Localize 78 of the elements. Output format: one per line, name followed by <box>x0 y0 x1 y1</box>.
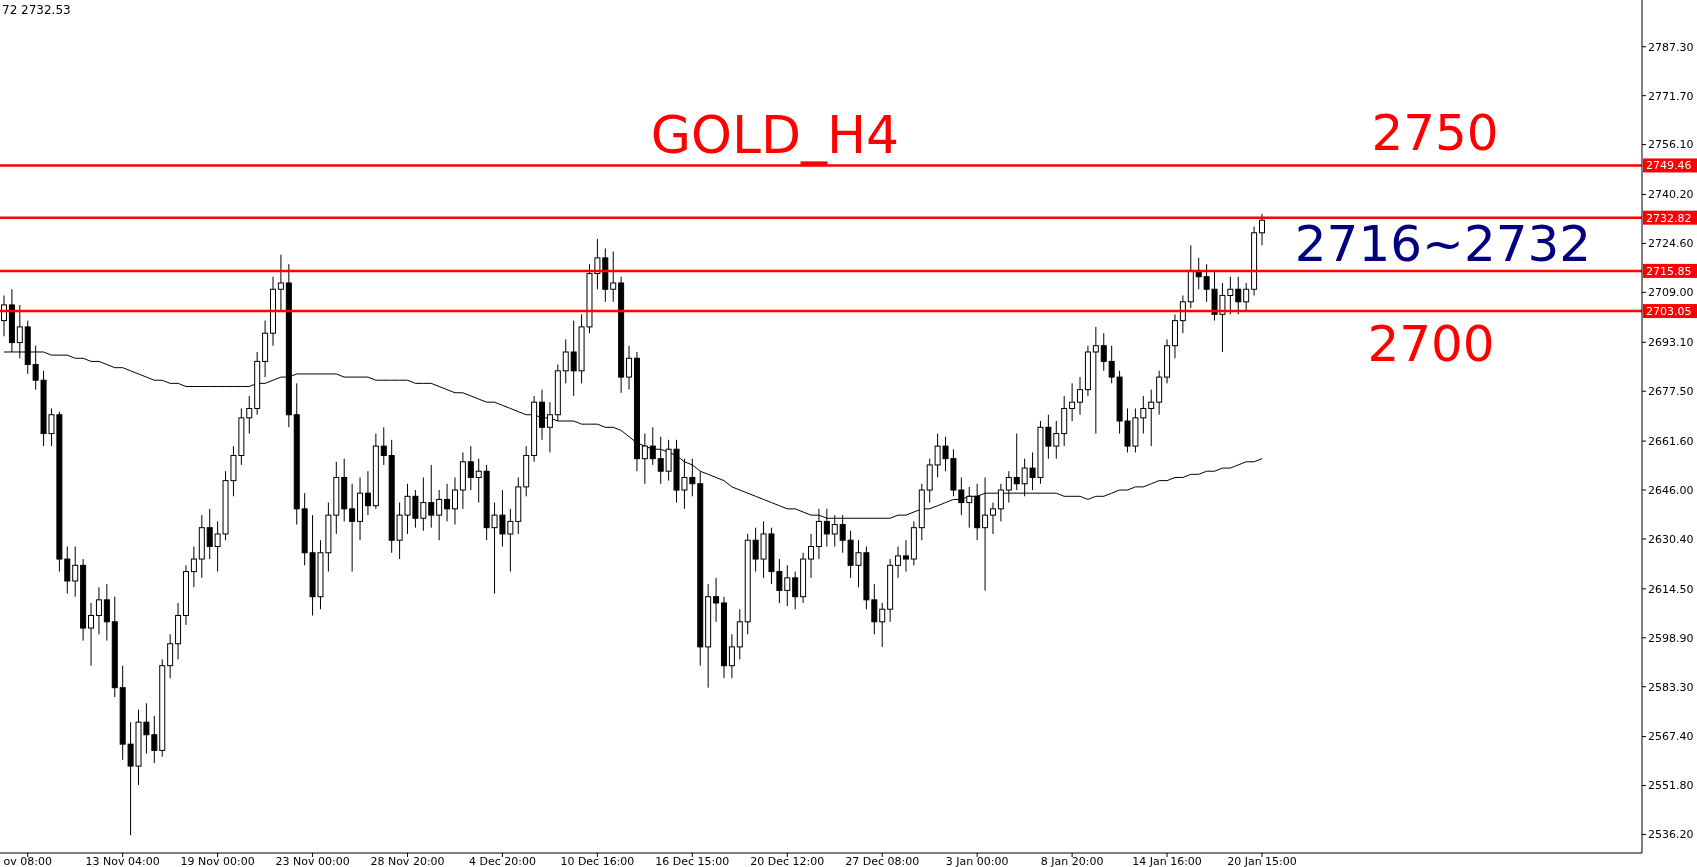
y-tick-label: 2677.50 <box>1648 385 1694 399</box>
y-tick-label: 2598.90 <box>1648 631 1694 645</box>
x-tick-label: 8 Jan 20:00 <box>1040 855 1104 867</box>
candlestick <box>792 571 799 610</box>
y-tick-label: 2787.30 <box>1648 40 1694 54</box>
x-tick-label: 10 Dec 16:00 <box>560 855 635 867</box>
y-tick-label: 2724.60 <box>1648 237 1694 251</box>
y-tick-label: 2583.30 <box>1648 680 1694 694</box>
candlestick <box>728 633 735 679</box>
x-tick-label: 27 Dec 08:00 <box>845 855 920 867</box>
x-tick-label: 20 Dec 12:00 <box>750 855 825 867</box>
candlestick <box>808 533 815 579</box>
candlestick <box>1005 470 1012 504</box>
candlestick <box>1243 282 1250 312</box>
y-tick-label: 2630.40 <box>1648 532 1694 546</box>
x-tick-label: 14 Jan 16:00 <box>1132 855 1202 867</box>
text: GOLD_H4 <box>650 105 900 165</box>
y-tick-label: 2709.00 <box>1648 286 1694 300</box>
candlestick <box>1077 376 1084 416</box>
candlestick <box>428 464 435 529</box>
y-tick-label: 2693.10 <box>1648 336 1694 350</box>
candlestick <box>1069 382 1076 422</box>
ref-line-label: 2703.05 <box>1646 305 1692 319</box>
x-tick-label: 3 Jan 00:00 <box>945 855 1009 867</box>
ref-line-label: 2749.46 <box>1646 159 1692 173</box>
x-tick-label: 4 Dec 20:00 <box>468 855 536 867</box>
candlestick <box>649 426 656 466</box>
candlestick <box>562 338 569 384</box>
candlestick <box>1259 213 1265 246</box>
candlestick <box>88 602 95 667</box>
candlestick <box>989 502 996 535</box>
y-tick-label: 2551.80 <box>1648 779 1694 793</box>
y-tick-label: 2740.20 <box>1648 188 1694 202</box>
x-tick-label: 19 Nov 00:00 <box>180 855 255 867</box>
annotation: 72 2732.53 <box>2 3 71 17</box>
y-tick-label: 2536.20 <box>1648 828 1694 842</box>
candlestick <box>349 483 356 573</box>
candlestick <box>1100 332 1107 372</box>
x-tick-label: 28 Nov 20:00 <box>370 855 445 867</box>
candlestick <box>713 577 720 623</box>
candlestick <box>103 583 110 642</box>
y-tick-label: 2756.10 <box>1648 138 1694 152</box>
candlestick <box>380 426 387 466</box>
ref-line-label: 2715.85 <box>1646 264 1692 278</box>
candlestick <box>879 602 886 648</box>
candlestick <box>1179 295 1186 334</box>
candlestick <box>444 483 451 522</box>
x-tick-label: ov 08:00 <box>3 855 52 867</box>
x-tick-label: 13 Nov 04:00 <box>85 855 160 867</box>
text: 2750 <box>1371 104 1499 162</box>
candlestick <box>1148 389 1155 447</box>
candlestick <box>95 586 102 635</box>
y-tick-label: 2646.00 <box>1648 483 1694 497</box>
candlestick <box>546 401 553 453</box>
candlestick <box>467 445 474 491</box>
candlestick <box>190 546 197 588</box>
candlestick <box>364 470 371 516</box>
x-tick-label: 23 Nov 00:00 <box>275 855 350 867</box>
x-tick-label: 20 Jan 15:00 <box>1227 855 1297 867</box>
candlestick <box>626 345 633 391</box>
candlestick <box>72 546 79 598</box>
candlestick <box>902 539 909 573</box>
y-tick-label: 2661.60 <box>1648 434 1694 448</box>
candlestick <box>451 476 458 526</box>
candlestick <box>641 433 648 485</box>
candlestick <box>167 633 174 679</box>
candlestick <box>277 254 284 312</box>
y-tick-label: 2771.70 <box>1648 89 1694 103</box>
candlestick <box>436 489 443 541</box>
ref-line-label: 2732.82 <box>1646 211 1692 225</box>
candlestick <box>610 251 617 303</box>
text: 2716~2732 <box>1294 215 1592 273</box>
y-tick-label: 2567.40 <box>1648 730 1694 744</box>
x-tick-label: 16 Dec 15:00 <box>655 855 730 867</box>
text: 2700 <box>1367 315 1495 373</box>
y-tick-label: 2614.50 <box>1648 582 1694 596</box>
candlestick <box>895 546 902 579</box>
candlestick <box>1092 326 1099 435</box>
